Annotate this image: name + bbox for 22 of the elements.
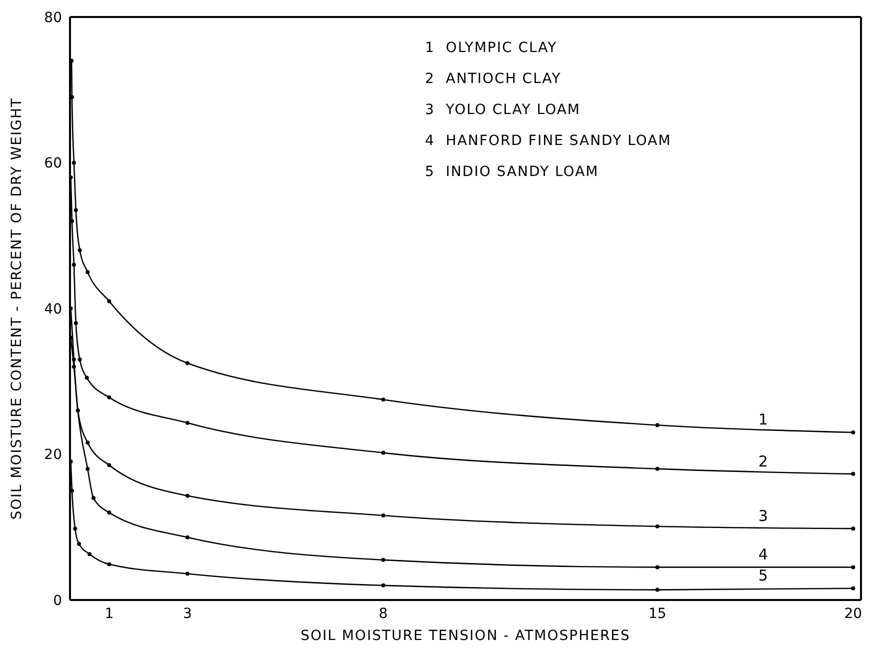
series-label: 5 bbox=[758, 566, 768, 585]
annotation: 5 INDIO SANDY LOAM bbox=[425, 164, 599, 180]
y-tick-label: 20 bbox=[44, 447, 62, 464]
annotation: 3 YOLO CLAY LOAM bbox=[425, 102, 581, 118]
series-label: 1 bbox=[758, 410, 768, 429]
series-label: 2 bbox=[758, 452, 768, 470]
y-tick-label: 0 bbox=[53, 592, 62, 609]
x-tick-label: 8 bbox=[378, 606, 388, 622]
annotation: 2 ANTIOCH CLAY bbox=[425, 71, 562, 87]
series-label: 4 bbox=[758, 546, 768, 564]
x-tick-label: 20 bbox=[844, 606, 862, 622]
x-tick-label: 1 bbox=[104, 606, 114, 622]
y-tick-label: 60 bbox=[44, 156, 62, 172]
x-axis-title: SOIL MOISTURE TENSION - ATMOSPHERES bbox=[300, 628, 630, 644]
x-tick-label: 15 bbox=[648, 606, 666, 622]
annotation: 4 HANFORD FINE SANDY LOAM bbox=[425, 133, 672, 149]
y-tick-label: 80 bbox=[44, 10, 62, 26]
y-tick-label: 40 bbox=[44, 301, 62, 318]
x-tick-label: 3 bbox=[183, 606, 192, 622]
series-label: 3 bbox=[758, 506, 768, 525]
y-axis-title: SOIL MOISTURE CONTENT - PERCENT OF DRY WEIGHT bbox=[8, 97, 25, 520]
annotation: 1 OLYMPIC CLAY bbox=[425, 40, 558, 56]
